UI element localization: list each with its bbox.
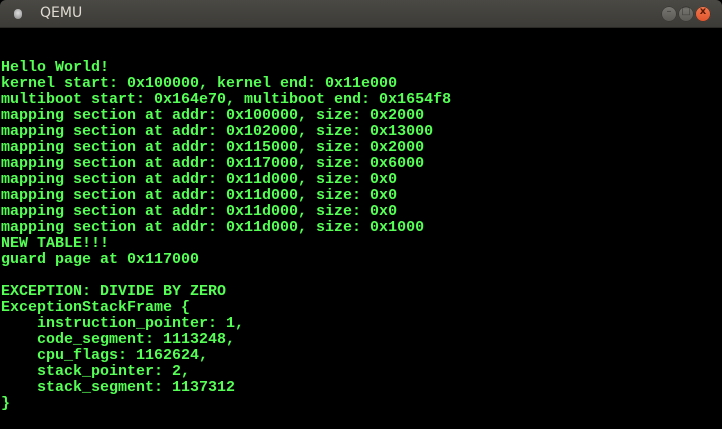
console-line: ExceptionStackFrame { [1,299,191,316]
console-line: cpu_flags: 1162624, [1,347,209,364]
console-line: code_segment: 1113248, [1,331,236,348]
console-line: mapping section at addr: 0x11d000, size:… [1,171,398,188]
qemu-app-icon [14,9,22,19]
console-line: guard page at 0x117000 [1,251,200,268]
console-line: mapping section at addr: 0x115000, size:… [1,139,425,156]
console-line: mapping section at addr: 0x11d000, size:… [1,219,425,236]
console-line: stack_segment: 1137312 [1,379,236,396]
console-line [1,268,451,284]
title-bar[interactable]: QEMU – □ x [0,0,722,28]
console-line: Hello World! [1,59,110,76]
close-button[interactable]: x [695,6,711,22]
console-line: kernel start: 0x100000, kernel end: 0x11… [1,75,398,92]
maximize-icon: □ [681,6,691,17]
console-line: EXCEPTION: DIVIDE BY ZERO [1,283,227,300]
minimize-button[interactable]: – [661,6,677,22]
console-line: instruction_pointer: 1, [1,315,245,332]
console-line: mapping section at addr: 0x11d000, size:… [1,187,398,204]
console-line: NEW TABLE!!! [1,235,110,252]
console-line: mapping section at addr: 0x100000, size:… [1,107,425,124]
console-line: mapping section at addr: 0x102000, size:… [1,123,434,140]
console-line: stack_pointer: 2, [1,363,191,380]
maximize-button[interactable]: □ [678,6,694,22]
console-line: multiboot start: 0x164e70, multiboot end… [1,91,452,108]
close-icon: x [699,6,707,17]
console-line: mapping section at addr: 0x11d000, size:… [1,203,398,220]
console-output: Hello World! kernel start: 0x100000, kern… [1,60,451,412]
minimize-icon: – [666,6,672,17]
console-line: mapping section at addr: 0x117000, size:… [1,155,425,172]
window-title: QEMU [40,5,83,21]
vga-text-screen[interactable]: Hello World! kernel start: 0x100000, kern… [0,28,722,429]
console-line: } [1,395,11,412]
